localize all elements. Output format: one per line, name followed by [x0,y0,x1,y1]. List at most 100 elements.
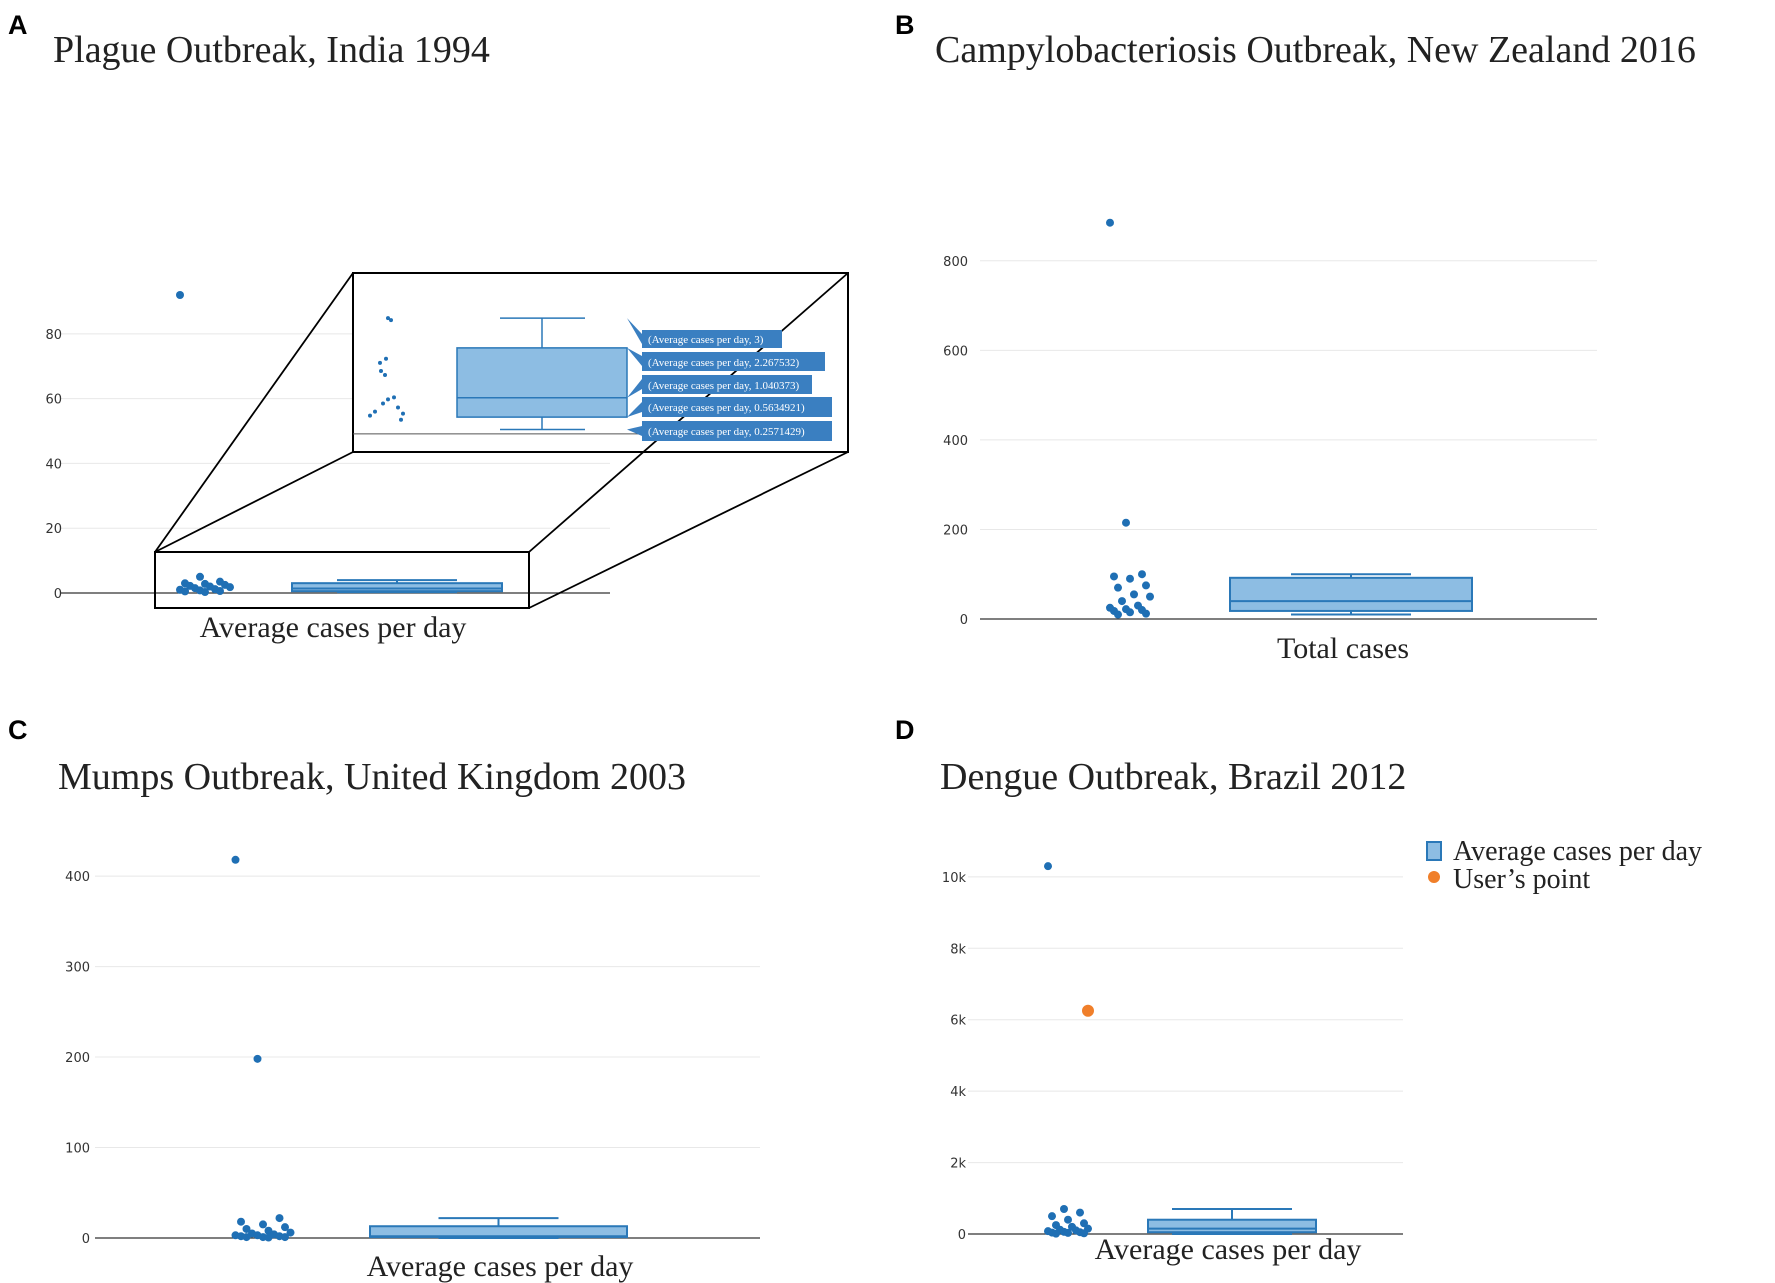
data-point [1114,610,1122,619]
data-point [1080,1229,1088,1238]
data-point [259,1233,267,1242]
data-point [221,580,229,589]
y-tick-label: 300 [65,961,90,976]
data-point [1110,572,1118,581]
data-point [1126,608,1134,617]
data-point [1106,218,1114,227]
data-point [1048,1212,1056,1221]
tooltip-q1: (Average cases per day, 0.5634921) [642,397,832,417]
data-point [1052,1229,1060,1238]
data-point [186,581,194,590]
box-plot [1147,1208,1317,1235]
data-point [1084,1224,1092,1233]
zoom-data-point [386,316,390,321]
data-point [1122,605,1130,614]
data-points [176,291,234,597]
tooltip-text: (Average cases per day, 3) [648,334,764,346]
data-point [1130,590,1138,599]
panel-letter: B [895,10,915,40]
grid [968,876,1403,1164]
tooltip-pointer [627,402,642,418]
data-point [1080,1219,1088,1228]
y-tick-label: 100 [65,1142,90,1157]
data-point [259,1220,267,1229]
data-point [1076,1228,1084,1237]
y-tick-label: 600 [943,344,968,359]
y-tick-label: 0 [82,1232,90,1247]
data-points [1044,862,1094,1238]
zoom-region [154,551,530,609]
data-point [275,1232,284,1241]
box-iqr [291,582,503,593]
data-point [1076,1208,1084,1217]
tooltip-pointer [627,379,642,398]
y-tick-label: 0 [960,613,968,628]
data-point [248,1229,256,1238]
data-point [1118,597,1126,606]
box-iqr [1229,576,1473,612]
legend-user-point-swatch [1428,871,1440,883]
data-point [1056,1225,1064,1234]
chart-title: Dengue Outbreak, Brazil 2012 [940,756,1407,798]
data-point [242,1224,251,1233]
data-point [1122,518,1130,527]
tooltip-text: (Average cases per day, 1.040373) [648,380,800,392]
tooltip-median: (Average cases per day, 1.040373) [642,375,812,394]
zoom-data-point [378,360,382,365]
data-point [253,1054,262,1063]
data-point [242,1233,251,1242]
box-plot [369,1217,628,1239]
zoom-data-point [368,413,372,418]
data-points [1106,218,1154,619]
data-point [216,577,224,586]
box-plot [1229,573,1473,616]
tooltip-min: (Average cases per day, 0.2571429) [642,421,832,441]
data-point [206,582,214,591]
data-point [281,1223,289,1232]
zoom-data-point [392,395,396,400]
zoom-data-point [373,409,377,414]
y-tick-label: 6k [950,1014,966,1029]
data-point [1044,1227,1052,1236]
y-tick-label: 200 [943,523,968,538]
data-point [1114,583,1122,592]
legend-label: Average cases per day [1453,836,1702,867]
box-plot [291,579,503,594]
data-point [196,572,204,581]
y-tick-label: 0 [54,587,62,602]
data-point [201,588,209,597]
data-point [270,1230,278,1239]
legend-label: User’s point [1453,864,1590,895]
data-point [176,291,184,299]
data-point [1126,574,1134,583]
data-point [1138,606,1146,615]
y-axis: 0 20 40 60 80 [45,328,62,602]
y-tick-label: 400 [65,870,90,885]
zoom-data-point [389,318,393,323]
tooltip-max: (Average cases per day, 3) [642,330,782,348]
tooltip-pointer [627,347,642,366]
zoom-tooltips: (Average cases per day, 3) (Average case… [642,330,832,441]
x-axis-label: Average cases per day [1095,1233,1362,1266]
tooltip-q3: (Average cases per day, 2.267532) [642,352,825,371]
legend-box-swatch [1426,841,1442,861]
zoom-data-point [401,411,405,416]
tooltip-pointer [627,426,642,436]
y-tick-label: 0 [958,1228,966,1243]
grid [60,333,610,529]
panel-letter: C [8,715,28,745]
zoom-data-point [383,373,387,377]
data-point [226,583,234,592]
data-point [237,1217,245,1226]
y-tick-label: 10k [942,871,967,886]
data-point [1060,1205,1068,1213]
data-point [231,1231,240,1240]
y-axis: 0 200 400 600 800 [943,255,968,628]
data-point [1064,1228,1072,1237]
legend: Average cases per day User’s point [1426,836,1702,895]
data-point [1064,1215,1072,1224]
